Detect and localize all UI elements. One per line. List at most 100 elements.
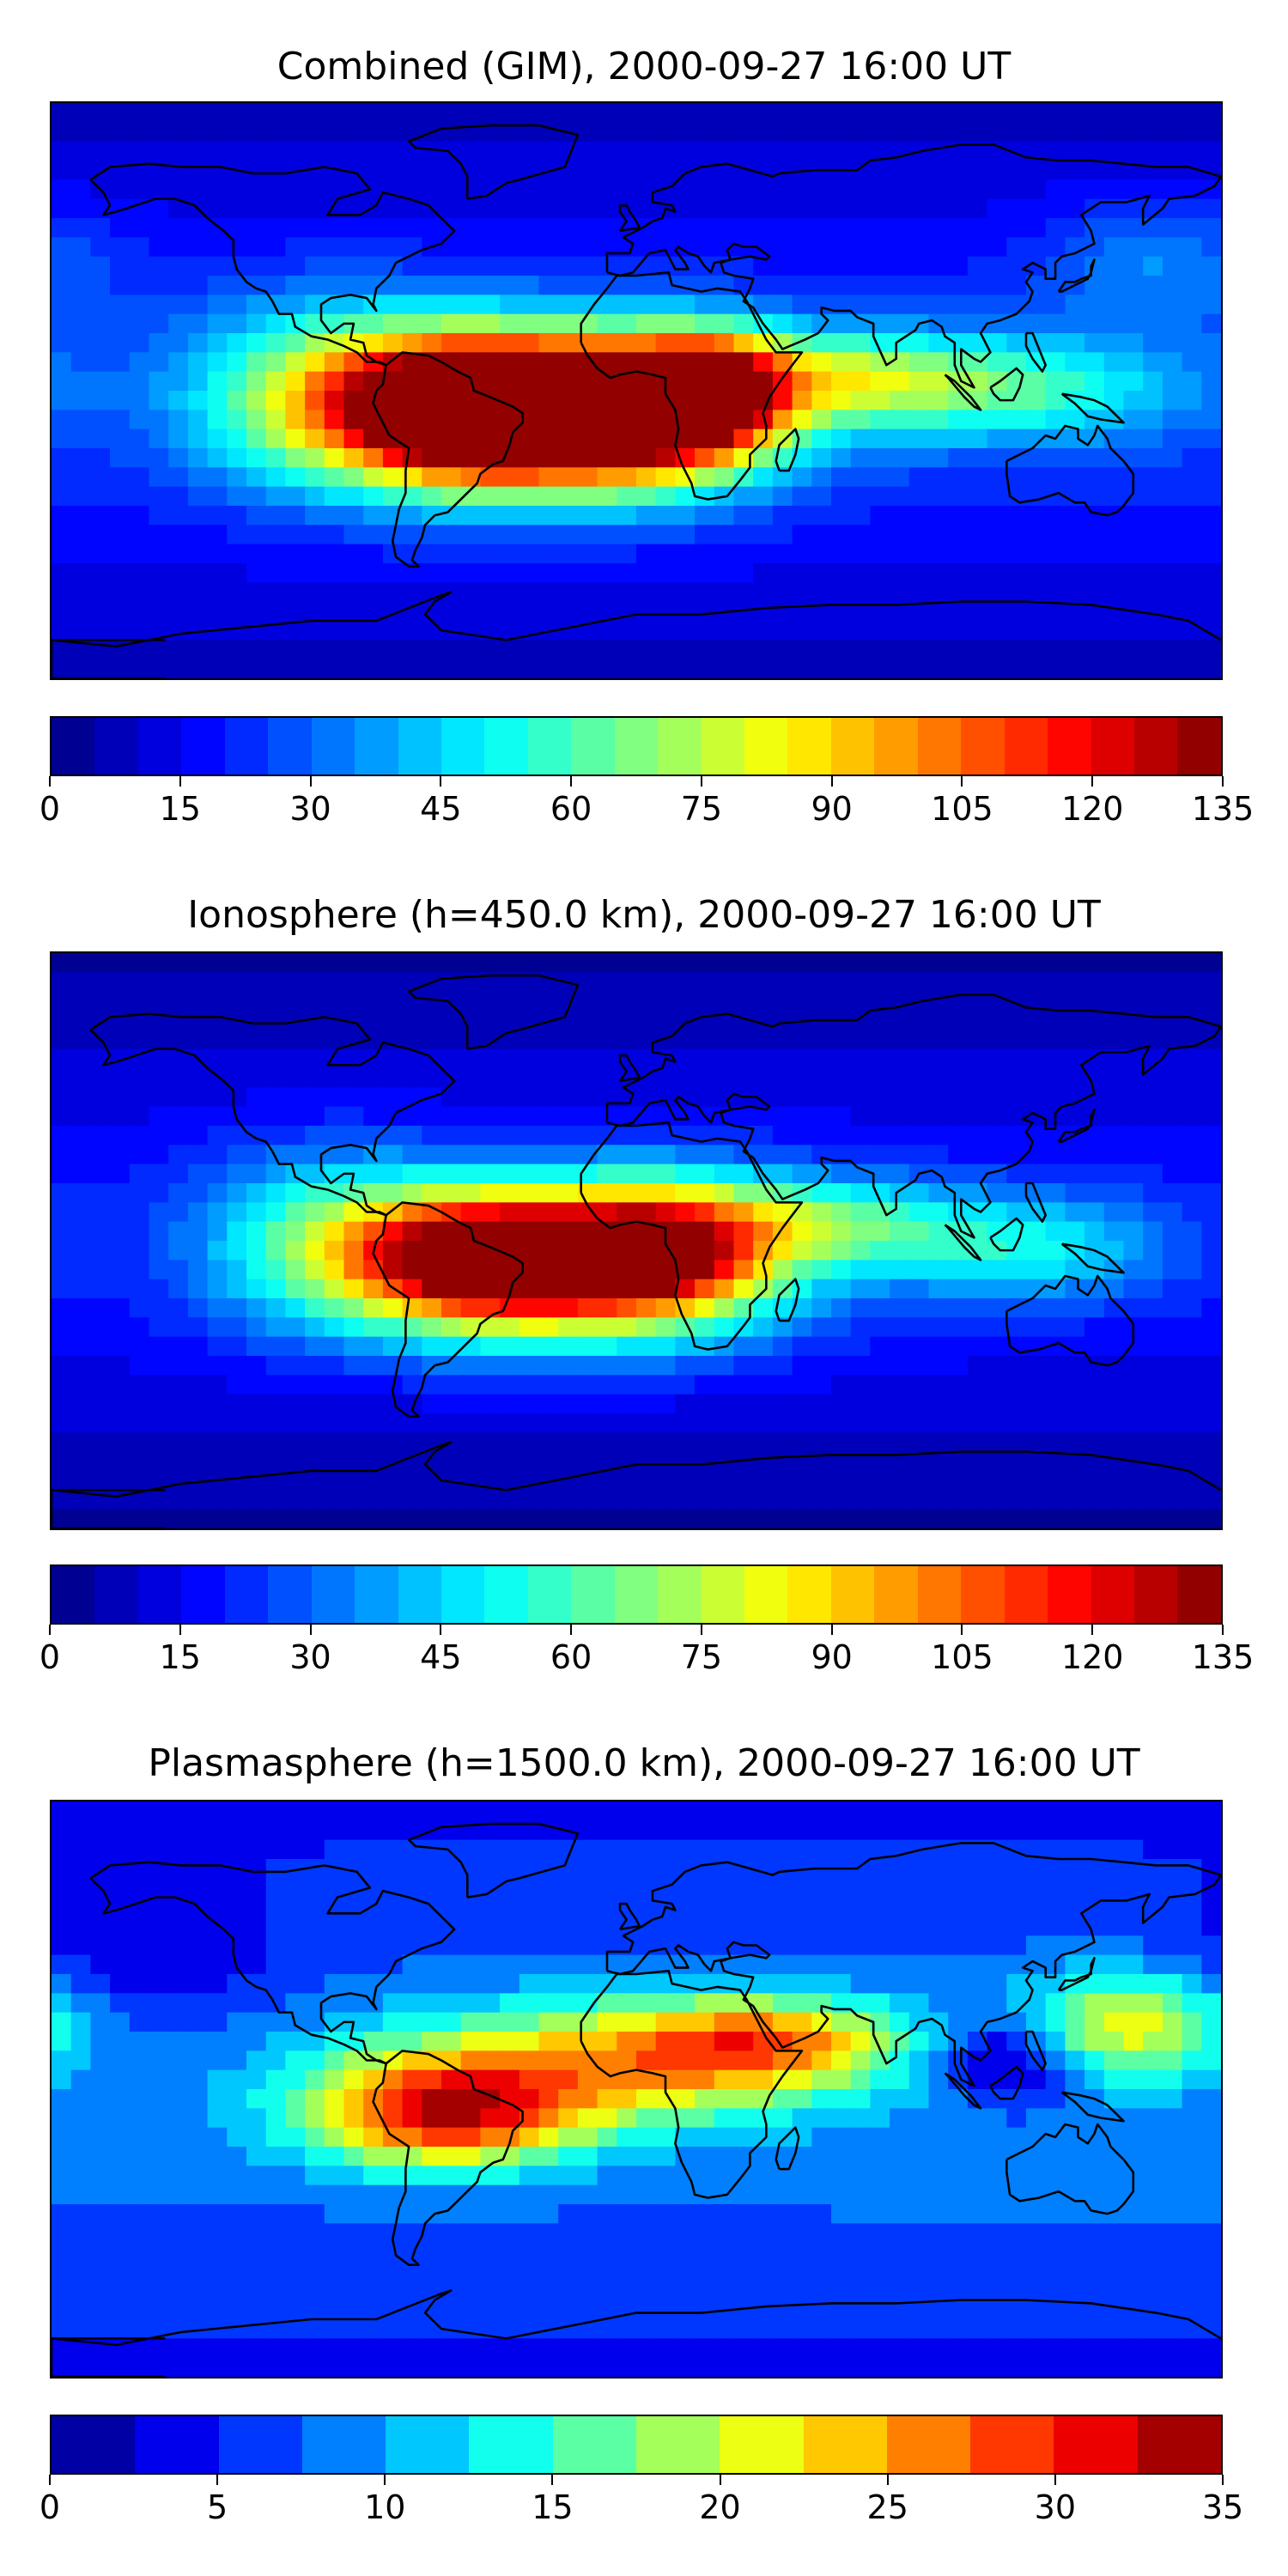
tec-contour-cell [792,1974,812,1994]
tec-contour-cell [52,525,72,545]
tec-contour-cell [538,1839,559,1860]
tec-contour-cell [1006,1859,1027,1879]
tec-contour-cell [908,1375,930,1395]
tec-contour-cell [207,1839,228,1860]
tec-contour-cell [227,601,247,622]
tec-contour-cell [1143,352,1163,373]
tec-contour-cell [870,1260,890,1280]
tec-contour-cell [168,2069,189,2090]
tec-contour-cell [908,1432,930,1453]
tec-contour-cell [187,237,209,258]
tec-contour-cell [1162,467,1183,488]
tec-contour-cell [1006,1183,1027,1203]
tec-contour-cell [1123,1106,1144,1127]
tec-contour-cell [382,371,404,392]
tec-contour-cell [655,486,677,507]
tec-contour-cell [1123,972,1144,993]
tec-contour-cell [1201,1298,1221,1318]
tec-contour-cell [987,1068,1007,1088]
tec-contour-cell [149,2184,169,2205]
colorbar-tick-label: 15 [159,790,201,828]
tec-contour-cell [149,1336,169,1357]
tec-contour-cell [246,1917,267,1936]
tec-contour-cell [110,1011,131,1030]
tec-contour-cell [402,1030,422,1050]
tec-contour-cell [343,1260,364,1280]
tec-contour-cell [207,582,228,603]
tec-contour-cell [70,237,92,258]
tec-contour-cell [655,391,677,410]
tec-contour-cell [500,1413,520,1433]
tec-contour-cell [890,1106,910,1127]
tec-contour-cell [382,2166,404,2186]
tec-contour-cell [831,276,852,295]
tec-contour-cell [1025,1356,1047,1376]
tec-contour-cell [1143,601,1163,622]
tec-contour-cell [1123,2108,1144,2129]
tec-contour-cell [753,1011,774,1030]
tec-contour-cell [1006,1954,1027,1975]
tec-contour-cell [110,1394,131,1414]
coastline [580,1121,804,1351]
tec-contour-cell [70,1087,92,1108]
tec-contour-cell [265,276,286,295]
tec-contour-cell [305,371,325,392]
tec-contour-cell [811,371,832,392]
tec-contour-cell [753,2147,774,2166]
tec-contour-cell [695,2032,715,2051]
tec-contour-cell [168,582,189,603]
tec-contour-cell [460,640,482,660]
tec-contour-cell [577,486,598,507]
tec-contour-cell [772,582,793,603]
tec-contour-cell [695,295,715,315]
tec-contour-cell [811,410,832,430]
tec-contour-cell [227,1221,247,1242]
tec-contour-cell [519,659,540,678]
tec-contour-cell [850,1202,871,1223]
tec-contour-cell [440,601,462,622]
tec-contour-cell [1006,2032,1027,2051]
tec-contour-cell [597,582,617,603]
tec-contour-cell [363,161,384,180]
tec-contour-cell [110,1490,131,1510]
tec-contour-cell [305,198,325,219]
tec-contour-cell [987,2089,1007,2109]
tec-contour-cell [636,486,657,507]
tec-contour-cell [246,1820,267,1841]
tec-contour-cell [1143,2012,1163,2032]
tec-contour-cell [1045,1068,1066,1088]
tec-contour-cell [850,1317,871,1338]
tec-contour-cell [422,1490,442,1510]
tec-contour-cell [948,486,969,507]
tec-contour-cell [733,1917,754,1936]
tec-contour-cell [480,1221,501,1242]
tec-contour-cell [440,391,462,410]
tec-contour-cell [1025,448,1047,468]
tec-contour-cell [1065,953,1085,973]
tec-contour-cell [675,582,696,603]
coastline [52,1441,1221,1498]
tec-contour-cell [382,448,404,468]
tec-contour-cell [324,1954,345,1975]
tec-contour-cell [460,333,482,353]
tec-contour-cell [558,563,579,583]
tec-contour-cell [597,991,617,1012]
tec-contour-cell [168,1375,189,1395]
tec-contour-cell [519,1974,540,1994]
tec-contour-cell [1123,2012,1144,2032]
tec-contour-cell [246,544,267,564]
tec-contour-cell [636,563,657,583]
tec-contour-cell [1065,2166,1085,2186]
tec-contour-cell [305,179,325,200]
tec-contour-cell [792,198,812,219]
tec-contour-cell [363,179,384,200]
tec-contour-cell [440,1202,462,1223]
tec-contour-cell [870,1068,890,1088]
tec-contour-cell [1084,1106,1105,1127]
tec-contour-cell [675,1241,696,1261]
tec-contour-cell [460,103,482,123]
tec-contour-cell [1065,659,1085,678]
tec-contour-cell [1201,2012,1221,2032]
tec-contour-cell [967,1011,988,1030]
tec-contour-cell [305,467,325,488]
